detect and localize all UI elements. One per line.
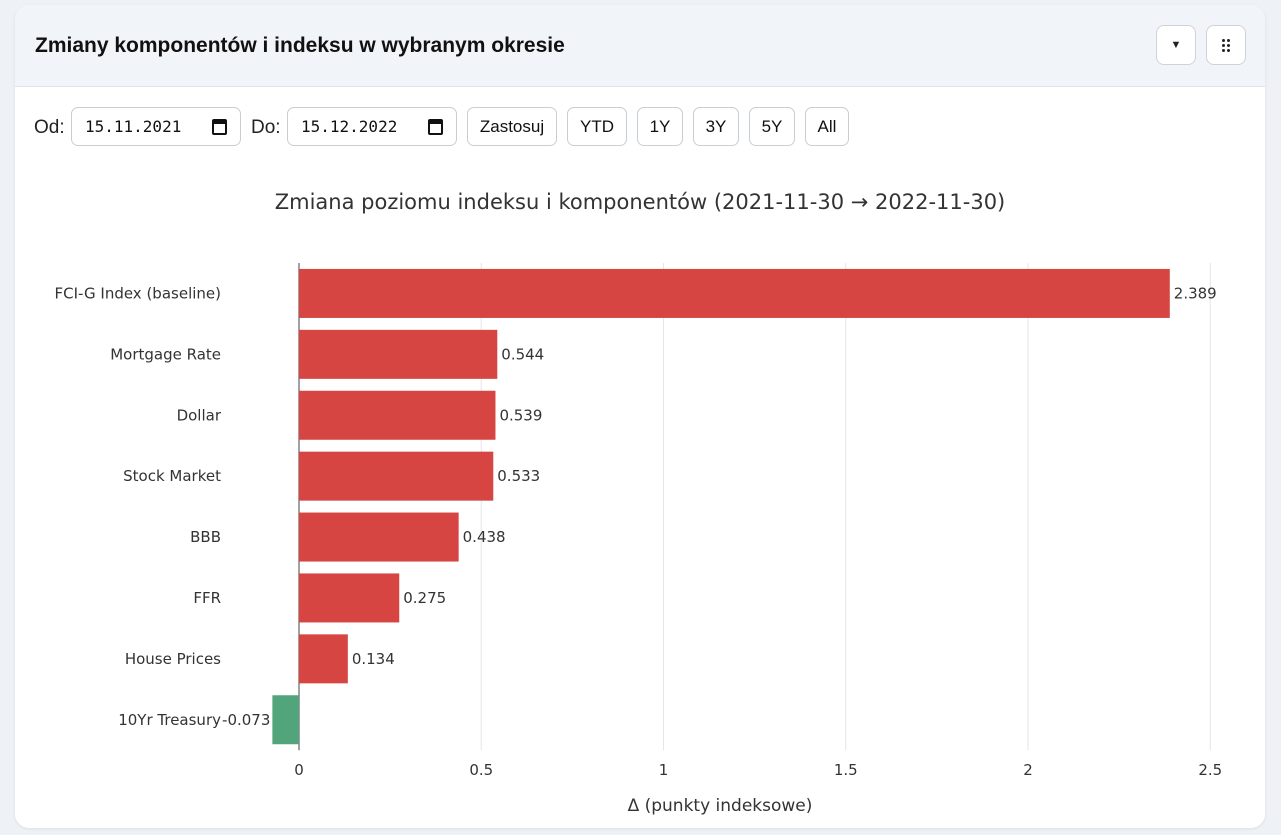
calendar-icon[interactable]: [212, 119, 227, 135]
bar-chart: Zmiana poziomu indeksu i komponentów (20…: [55, 190, 1223, 816]
preset-3y-button[interactable]: 3Y: [693, 107, 739, 146]
to-label: Do:: [251, 117, 281, 138]
from-date-value: 15.11.2021: [85, 117, 182, 136]
bar[interactable]: [272, 695, 299, 745]
preset-1y-button[interactable]: 1Y: [637, 107, 683, 146]
grid-dots-icon: [1222, 38, 1230, 52]
bar[interactable]: [299, 634, 348, 684]
x-tick-label: 2: [1023, 761, 1033, 779]
value-label: 0.134: [352, 650, 395, 668]
chart-card: Zmiany komponentów i indeksu w wybranym …: [15, 5, 1265, 828]
from-label: Od:: [34, 117, 65, 138]
bar[interactable]: [299, 573, 400, 623]
preset-all-button[interactable]: All: [805, 107, 849, 146]
preset-ytd-button[interactable]: YTD: [567, 107, 627, 146]
value-label: 0.539: [499, 406, 542, 424]
y-tick-label: 10Yr Treasury: [118, 711, 221, 729]
dropdown-button[interactable]: ▼: [1156, 25, 1196, 65]
y-tick-label: House Prices: [125, 650, 221, 668]
preset-5y-button[interactable]: 5Y: [749, 107, 795, 146]
to-date-input[interactable]: 15.12.2022: [287, 107, 457, 146]
card-title: Zmiany komponentów i indeksu w wybranym …: [35, 34, 565, 57]
value-label: 2.389: [1174, 284, 1217, 302]
value-label: -0.073: [222, 711, 270, 729]
menu-button[interactable]: [1206, 25, 1246, 65]
value-label: 0.533: [497, 467, 540, 485]
bar[interactable]: [299, 268, 1170, 318]
y-tick-label: Mortgage Rate: [110, 345, 221, 363]
y-tick-label: Stock Market: [123, 467, 221, 485]
calendar-icon[interactable]: [428, 119, 443, 135]
value-label: 0.544: [501, 345, 544, 363]
bar[interactable]: [299, 451, 494, 501]
x-tick-label: 0: [294, 761, 304, 779]
x-tick-label: 1.5: [834, 761, 858, 779]
from-date-input[interactable]: 15.11.2021: [71, 107, 241, 146]
to-date-value: 15.12.2022: [301, 117, 398, 136]
bar[interactable]: [299, 390, 496, 440]
date-controls: Od: 15.11.2021 Do: 15.12.2022 Zastosuj Y…: [15, 107, 1265, 147]
y-tick-label: BBB: [190, 528, 221, 546]
bar[interactable]: [299, 512, 459, 562]
x-tick-label: 1: [659, 761, 669, 779]
apply-button[interactable]: Zastosuj: [467, 107, 557, 146]
caret-down-icon: ▼: [1170, 39, 1182, 51]
chart-title: Zmiana poziomu indeksu i komponentów (20…: [275, 190, 1006, 214]
x-tick-label: 0.5: [469, 761, 493, 779]
x-tick-label: 2.5: [1198, 761, 1222, 779]
y-tick-label: FCI-G Index (baseline): [55, 284, 221, 302]
value-label: 0.275: [403, 589, 446, 607]
y-tick-label: Dollar: [177, 406, 222, 424]
card-header: Zmiany komponentów i indeksu w wybranym …: [15, 5, 1265, 87]
bar[interactable]: [299, 329, 498, 379]
y-tick-label: FFR: [193, 589, 221, 607]
x-axis-title: Δ (punkty indeksowe): [628, 796, 813, 816]
value-label: 0.438: [463, 528, 506, 546]
